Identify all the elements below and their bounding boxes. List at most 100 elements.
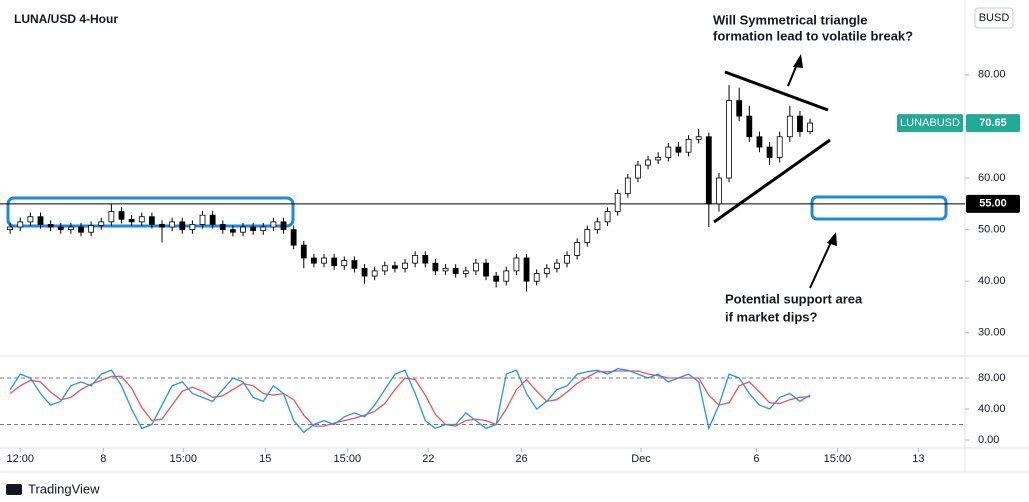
x-tick-label: 15:00 (824, 453, 852, 465)
y-tick-label: 40.00 (978, 275, 1006, 287)
x-tick-label: 12:00 (6, 453, 34, 465)
x-tick-label: 15 (259, 453, 271, 465)
candle-body (523, 257, 530, 282)
candle-body (726, 100, 732, 179)
y-tick-label: 50.00 (978, 224, 1006, 236)
candle-body (533, 273, 540, 282)
candle-body (493, 275, 500, 282)
candle-body (209, 214, 216, 225)
candle-body (797, 115, 803, 132)
candle-body (432, 262, 439, 272)
candle-body (57, 226, 64, 231)
annotation: Will Symmetrical triangle (713, 12, 868, 27)
candle-body (645, 159, 651, 166)
candle-body (88, 225, 95, 233)
candle-body (736, 100, 743, 117)
y-tick-label: 80.00 (978, 69, 1006, 81)
candle-body (716, 177, 722, 205)
candle-body (37, 216, 44, 225)
candle-body (240, 226, 246, 233)
candle-body (584, 229, 591, 243)
support-box (810, 195, 948, 221)
triangle-lower (713, 138, 831, 224)
candle-body (685, 138, 692, 153)
logo-icon (6, 484, 22, 495)
candle-body (169, 221, 176, 228)
candle-body (412, 255, 419, 264)
candle-body (17, 221, 24, 228)
x-tick-label: 26 (515, 453, 527, 465)
x-tick-label: 6 (753, 453, 759, 465)
x-tick-label: 13 (912, 453, 924, 465)
candle-body (78, 226, 84, 233)
x-tick-label: 22 (422, 453, 434, 465)
candle-body (179, 221, 186, 231)
candle-body (27, 216, 34, 223)
candle-body (47, 224, 54, 228)
annotation: formation lead to volatile break? (713, 28, 913, 43)
candle-body (574, 242, 581, 256)
candle-body (118, 211, 125, 220)
range-box (6, 196, 295, 228)
candle-body (7, 226, 14, 231)
candle-body (128, 218, 135, 223)
x-tick-label: 8 (100, 453, 106, 465)
candle-body (67, 226, 74, 231)
candle-body (655, 156, 662, 161)
candle-body (564, 255, 570, 264)
candle-body (270, 221, 277, 228)
candle-body (543, 267, 550, 274)
candle-body (229, 229, 236, 233)
candle-body (199, 214, 206, 225)
candle-body (462, 270, 469, 274)
candle-body (219, 224, 226, 231)
candle-body (665, 146, 672, 158)
x-tick-label: 15:00 (170, 453, 198, 465)
candle-body (321, 257, 327, 264)
y-tick-label: 30.00 (978, 327, 1006, 339)
chart-title: LUNA/USD 4-Hour (14, 12, 118, 26)
candle-body (503, 270, 510, 282)
candle-body (635, 164, 641, 179)
candle-body (98, 221, 105, 226)
candle-body (331, 257, 338, 267)
x-tick-label: 15:00 (334, 453, 362, 465)
annotation: if market dips? (725, 309, 818, 324)
footer-brand[interactable]: TradingView (28, 481, 100, 496)
candle-body (776, 136, 783, 158)
candle-body (604, 211, 611, 223)
candle-body (452, 267, 459, 274)
y-tick-label: 60.00 (978, 172, 1006, 184)
last-price-label: 70.65 (979, 117, 1007, 129)
candle-body (392, 265, 398, 269)
candle-body (300, 244, 307, 259)
candle-body (260, 226, 267, 232)
candle-body (311, 257, 317, 264)
candle-body (108, 211, 115, 223)
candle-body (554, 262, 560, 269)
candle-body (756, 136, 763, 148)
candle-body (402, 262, 408, 269)
candle-body (594, 221, 601, 231)
indicator-line (9, 370, 811, 427)
y-tick-label: 80.00 (978, 372, 1006, 384)
candle-body (138, 216, 145, 223)
candle-body (614, 193, 621, 212)
candle-body (381, 265, 388, 272)
candle-body (189, 224, 196, 231)
candle-body (280, 221, 287, 231)
currency-badge[interactable] (974, 7, 1014, 29)
candle-body (371, 270, 378, 277)
candle-body (786, 115, 793, 138)
candle-body (483, 262, 489, 277)
annotation: Potential support area (725, 291, 863, 306)
triangle-upper (724, 70, 829, 112)
arrow-head (827, 232, 837, 246)
candle-body (148, 216, 155, 225)
currency-text: BUSD (979, 12, 1010, 24)
symbol-badge (897, 114, 963, 133)
candle-body (422, 255, 429, 264)
candle-body (341, 260, 348, 267)
candle-body (705, 136, 712, 205)
candle-body (766, 146, 773, 158)
